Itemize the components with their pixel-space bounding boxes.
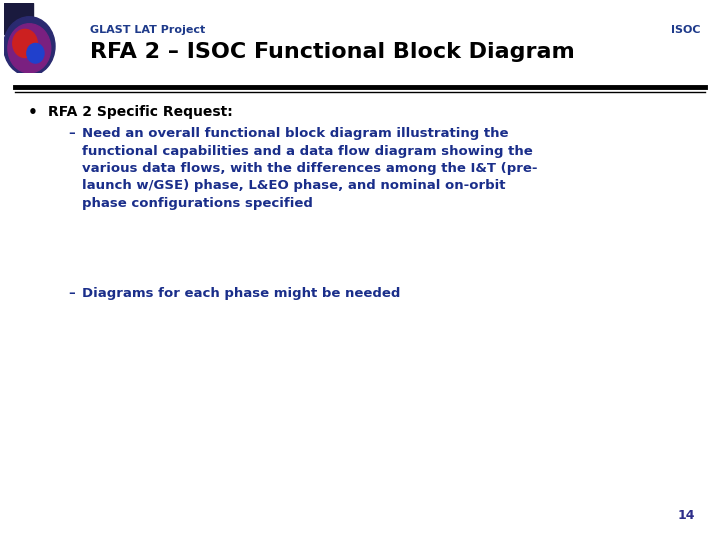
Text: Diagrams for each phase might be needed: Diagrams for each phase might be needed [82,287,400,300]
Text: 14: 14 [678,509,695,522]
Text: RFA 2 Specific Request:: RFA 2 Specific Request: [48,105,233,119]
Text: •: • [28,105,38,120]
Circle shape [13,29,37,57]
Bar [4,3,33,35]
Text: GLAST LAT Project: GLAST LAT Project [90,25,205,35]
Text: ISOC: ISOC [670,25,700,35]
Text: –: – [68,127,75,140]
Text: –: – [68,287,75,300]
Text: RFA 2 – ISOC Functional Block Diagram: RFA 2 – ISOC Functional Block Diagram [90,42,575,62]
Circle shape [4,17,55,76]
Circle shape [27,43,44,63]
Circle shape [8,24,50,73]
Text: Need an overall functional block diagram illustrating the
functional capabilitie: Need an overall functional block diagram… [82,127,538,210]
